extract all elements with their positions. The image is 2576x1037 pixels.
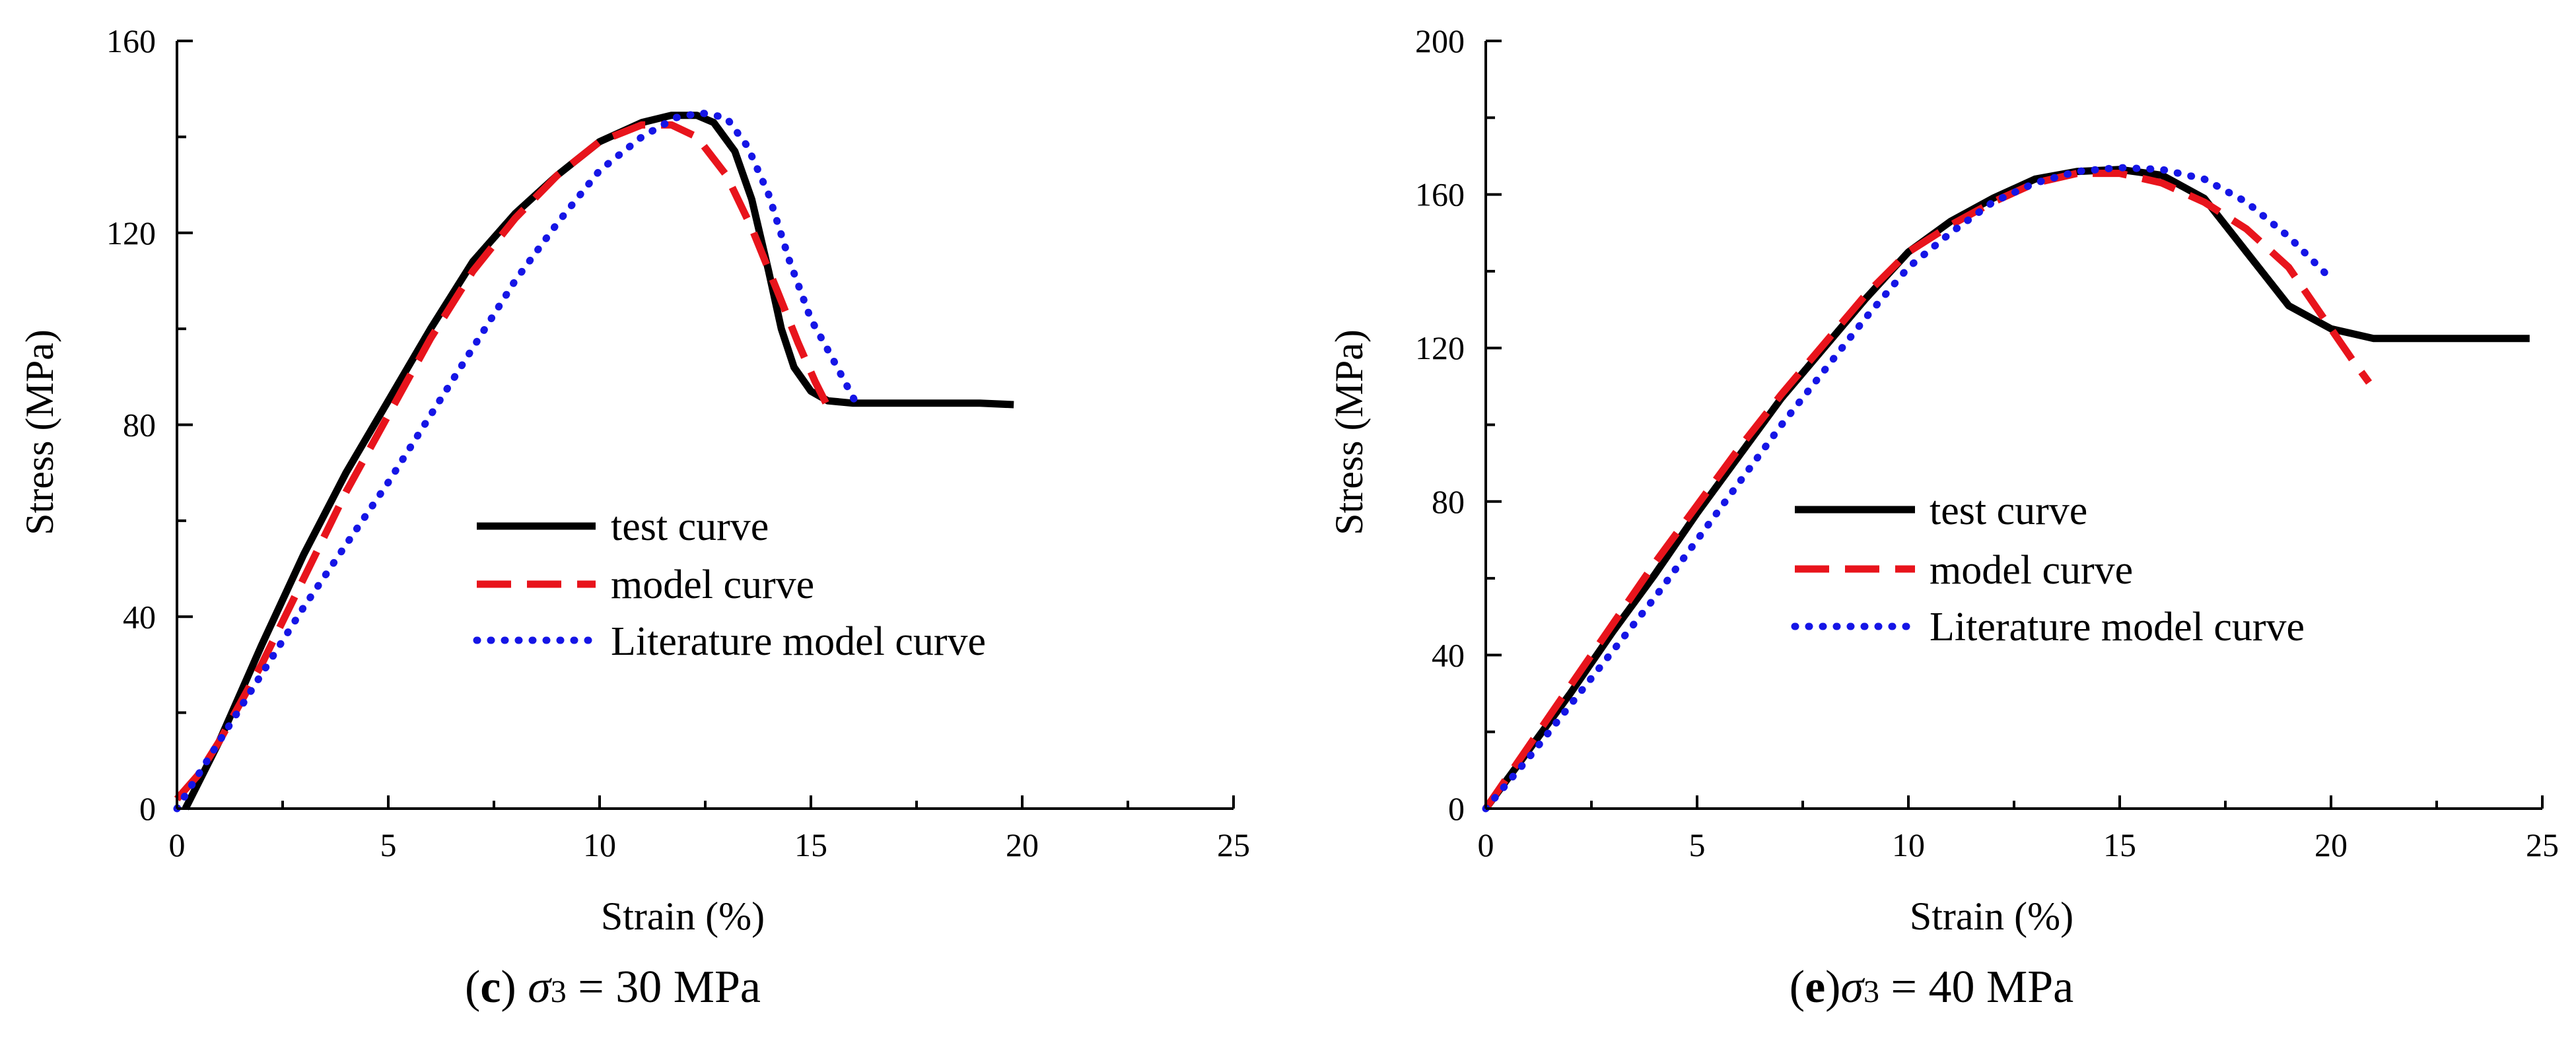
caption-letter: c [480, 962, 501, 1013]
y-tick-label: 160 [106, 22, 156, 59]
y-tick-label: 200 [1415, 22, 1465, 59]
legend-label-model: model curve [611, 562, 814, 607]
legend-label-test: test curve [1930, 488, 2087, 533]
series-dashed-line-c [174, 121, 835, 802]
y-tick-label: 80 [1432, 483, 1465, 520]
plot-area-c [173, 109, 1014, 813]
ticks-c: 0 5 10 15 20 25 0 40 80 120 160 [106, 22, 1250, 863]
plot-area-e [1482, 164, 2530, 813]
caption-letter: e [1805, 962, 1825, 1013]
caption-sigma: σ [528, 962, 552, 1013]
caption-e: (e)σ3 = 40 MPa [1790, 962, 2073, 1013]
caption-value: = 40 MPa [1891, 962, 2074, 1013]
y-tick-label: 80 [123, 407, 156, 444]
legend-label-model: model curve [1930, 548, 2133, 593]
y-axis-title: Stress (MPa) [18, 329, 61, 535]
series-dotted-line-c [173, 109, 861, 813]
x-axis-title: Strain (%) [1910, 894, 2073, 938]
legend-label-test: test curve [611, 504, 769, 549]
y-tick-label: 0 [1448, 790, 1465, 827]
series-dashed-line-e [1482, 170, 2373, 811]
x-tick-label: 10 [583, 826, 616, 863]
y-tick-label: 40 [1432, 636, 1465, 673]
legend-label-literature: Literature model curve [1930, 605, 2305, 650]
y-tick-label: 0 [139, 790, 156, 827]
x-tick-label: 25 [2526, 826, 2559, 863]
y-tick-label: 120 [1415, 329, 1465, 366]
legend-label-literature: Literature model curve [611, 619, 986, 664]
chart-panel-c: 0 5 10 15 20 25 0 40 80 120 160 Strain (%) Stress … [18, 22, 1250, 1013]
y-tick-label: 40 [123, 598, 156, 635]
series-solid-line-c [182, 112, 1014, 811]
x-tick-label: 0 [1478, 826, 1494, 863]
x-tick-label: 15 [2103, 826, 2136, 863]
y-tick-label: 160 [1415, 176, 1465, 213]
x-tick-label: 10 [1892, 826, 1925, 863]
x-tick-label: 20 [1006, 826, 1039, 863]
x-tick-label: 5 [1689, 826, 1706, 863]
x-tick-label: 15 [794, 826, 827, 863]
axes-e [1484, 41, 2542, 810]
chart-panel-e: 0 5 10 15 20 25 0 40 80 120 160 200 Strain (%) Stre… [1327, 22, 2559, 1013]
x-tick-label: 20 [2315, 826, 2348, 863]
x-axis-title: Strain (%) [601, 894, 765, 938]
x-tick-label: 0 [169, 826, 186, 863]
caption-value: = 30 MPa [578, 962, 761, 1013]
x-tick-label: 25 [1217, 826, 1250, 863]
caption-c: (c) σ3 = 30 MPa [465, 962, 761, 1013]
caption-subscript: 3 [1863, 974, 1879, 1009]
caption-subscript: 3 [551, 974, 567, 1009]
ticks-e: 0 5 10 15 20 25 0 40 80 120 160 200 [1415, 22, 2559, 863]
x-tick-label: 5 [380, 826, 397, 863]
series-dotted-line-e [1482, 164, 2335, 813]
y-tick-label: 120 [106, 215, 156, 251]
legend-e: test curve model curve Literature model … [1791, 488, 2305, 650]
y-axis-title: Stress (MPa) [1327, 329, 1371, 535]
axes-c [176, 41, 1234, 810]
legend-c: test curve model curve Literature model … [473, 504, 986, 664]
caption-sigma: σ [1840, 962, 1865, 1013]
